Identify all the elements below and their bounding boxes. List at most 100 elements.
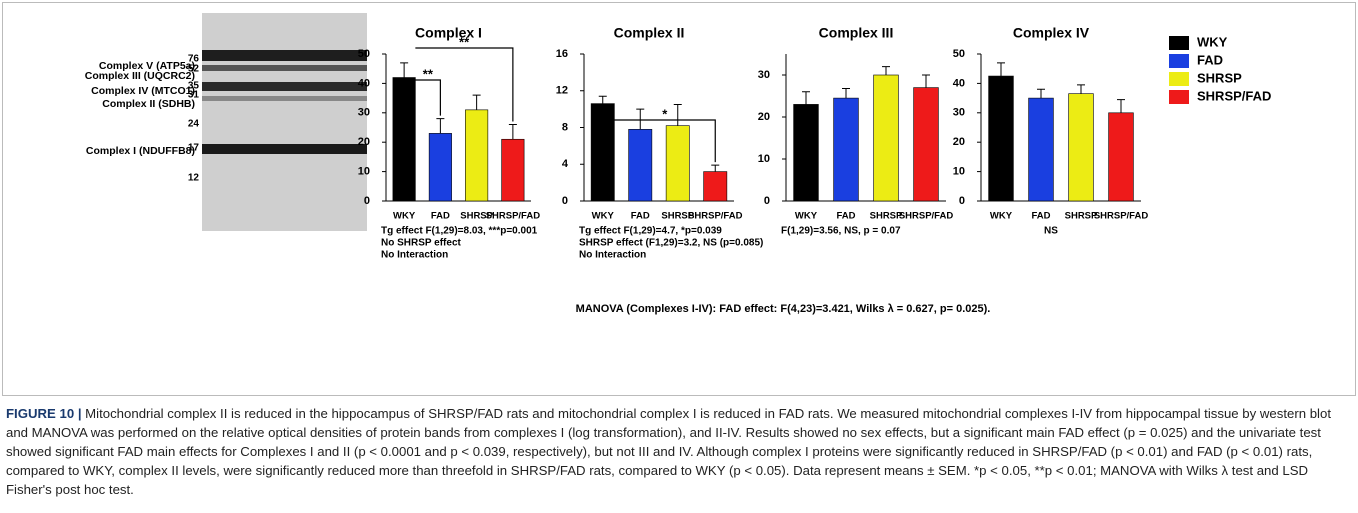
x-tick-label: SHRSP/FAD [688,211,743,222]
figure-panel: Complex V (ATP5a)Complex III (UQCRC2)Com… [2,2,1356,396]
significance-label: ** [423,66,434,81]
legend-swatch [1169,36,1189,50]
stats-note: No Interaction [381,250,448,261]
stats-note: F(1,29)=3.56, NS, p = 0.07 [781,226,901,237]
error-bar [1037,89,1045,98]
caption-text: Mitochondrial complex II is reduced in t… [6,406,1331,497]
error-bar [509,125,517,140]
x-tick-label: WKY [592,211,615,222]
blot-marker: 24 [188,119,200,130]
caption-label: FIGURE 10 | [6,406,82,421]
blot-marker: 52 [188,64,200,75]
y-tick-label: 12 [556,85,568,97]
bar [989,76,1014,201]
y-tick-label: 4 [562,158,569,170]
error-bar [842,88,850,98]
x-tick-label: FAD [1032,211,1051,222]
y-tick-label: 40 [953,77,965,89]
y-tick-label: 10 [358,166,370,178]
error-bar [997,63,1005,76]
stats-note: SHRSP effect (F1,29)=3.2, NS (p=0.085) [579,238,763,249]
error-bar [802,92,810,105]
legend-label: FAD [1197,52,1223,67]
y-tick-label: 8 [562,121,568,133]
chart-title: Complex III [819,25,894,41]
bar [874,75,899,201]
x-tick-label: FAD [837,211,856,222]
bar [465,110,487,201]
blot-marker: 17 [188,143,200,154]
y-tick-label: 30 [953,107,965,119]
page-body: { "blot": { "labels": ["Complex V (ATP5a… [0,0,1358,513]
y-tick-label: 0 [764,195,770,207]
y-tick-label: 40 [358,77,370,89]
y-tick-label: 50 [358,48,370,60]
significance-label: * [662,106,668,121]
y-tick-label: 20 [358,136,370,148]
error-bar [636,109,644,129]
chart-title: Complex IV [1013,25,1090,41]
caption: FIGURE 10 | Mitochondrial complex II is … [6,404,1351,499]
y-tick-label: 10 [953,166,965,178]
chart-title: Complex II [614,25,685,41]
manova-note: MANOVA (Complexes I-IV): FAD effect: F(4… [576,303,991,315]
legend-label: SHRSP/FAD [1197,88,1271,103]
chart: Complex V (ATP5a)Complex III (UQCRC2)Com… [3,3,1355,395]
error-bar [882,67,890,75]
bar [794,104,819,201]
blot-label: Complex III (UQCRC2) [85,70,195,82]
y-tick-label: 10 [758,153,770,165]
legend-swatch [1169,54,1189,68]
stats-note: Tg effect F(1,29)=8.03, ***p=0.001 [381,226,538,237]
bar [629,129,652,201]
blot-label: Complex II (SDHB) [102,98,195,110]
bar [666,126,689,201]
blot-image [202,13,367,231]
y-tick-label: 20 [953,136,965,148]
y-tick-label: 0 [364,195,370,207]
stats-note: No SHRSP effect [381,238,462,249]
blot-marker: 12 [188,173,200,184]
error-bar [674,105,682,126]
bar [429,133,451,201]
bar [393,78,415,201]
error-bar [1077,85,1085,94]
y-tick-label: 30 [758,69,770,81]
x-tick-label: SHRSP/FAD [899,211,954,222]
legend-label: WKY [1197,34,1228,49]
legend-swatch [1169,72,1189,86]
stats-note: Tg effect F(1,29)=4.7, *p=0.039 [579,226,722,237]
bar [591,104,614,201]
bar [502,139,524,201]
error-bar [400,63,408,78]
y-tick-label: 16 [556,48,568,60]
error-bar [473,95,481,110]
blot-label: Complex I (NDUFFB8) [86,145,195,157]
chart-title: Complex I [415,25,482,41]
y-tick-label: 20 [758,111,770,123]
bar [914,88,939,201]
significance-label: ** [459,34,470,49]
bar [1069,94,1094,201]
legend-swatch [1169,90,1189,104]
stats-note: NS [1044,226,1058,237]
error-bar [922,75,930,88]
error-bar [599,96,607,103]
x-tick-label: FAD [431,211,450,222]
x-tick-label: FAD [631,211,650,222]
error-bar [436,119,444,134]
bar [1109,113,1134,201]
bar [1029,98,1054,201]
bar [704,172,727,201]
x-tick-label: WKY [990,211,1013,222]
blot-marker: 31 [188,90,200,101]
y-tick-label: 0 [959,195,965,207]
bar [834,98,859,201]
legend-label: SHRSP [1197,70,1242,85]
x-tick-label: WKY [393,211,416,222]
blot-label: Complex IV (MTCO1) [91,85,195,97]
x-tick-label: WKY [795,211,818,222]
y-tick-label: 0 [562,195,568,207]
page: body { margin: 0; width: 1358px; height:… [0,0,1358,513]
y-tick-label: 30 [358,107,370,119]
